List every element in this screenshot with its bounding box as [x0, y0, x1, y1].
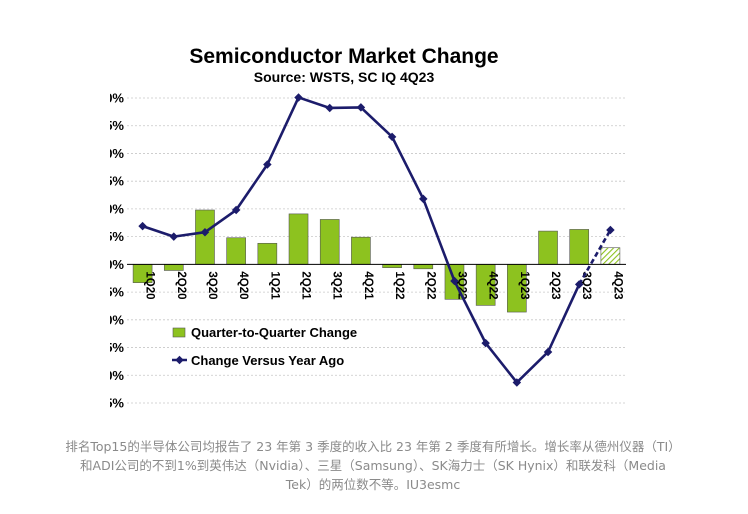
y-tick-label: 30% [110, 91, 124, 106]
x-tick-label: 1Q20 [144, 271, 156, 299]
bar [351, 236, 371, 265]
bar [163, 264, 184, 271]
yoy-marker [138, 221, 147, 231]
yoy-marker [169, 232, 179, 241]
yoy-marker [263, 160, 272, 169]
y-tick-label: -25% [110, 396, 124, 411]
bar [257, 242, 278, 265]
y-tick-label: 25% [110, 118, 124, 133]
yoy-marker [325, 103, 334, 113]
yoy-marker [574, 280, 584, 289]
x-tick-label: 1Q23 [518, 271, 530, 299]
chart-svg: Semiconductor Market Change Source: WSTS… [110, 45, 626, 411]
legend-swatch-bars [172, 327, 186, 338]
legend: Quarter-to-Quarter Change Change Versus … [172, 325, 357, 368]
yoy-marker [543, 347, 553, 357]
x-axis-ticks: 1Q20 2Q20 3Q20 4Q20 1Q21 2Q21 3Q21 4Q21 1Q22 2Q22… [144, 271, 624, 300]
bar [195, 209, 215, 265]
x-tick-label: 3Q21 [331, 271, 343, 300]
yoy-marker [450, 276, 459, 286]
bar-forecast [600, 247, 621, 265]
yoy-marker [512, 378, 522, 387]
legend-swatch-marker [175, 355, 184, 365]
bar [319, 219, 340, 265]
y-tick-label: -20% [110, 368, 124, 383]
caption-line-1: 排名Top15的半导体公司均报告了 23 年第 3 季度的收入比 23 年第 2… [65, 439, 681, 454]
x-tick-label: 3Q23 [580, 271, 592, 299]
y-tick-label: 15% [110, 174, 124, 189]
y-tick-label: -10% [110, 312, 124, 327]
yoy-line-dashed [578, 229, 612, 285]
caption: 排名Top15的半导体公司均报告了 23 年第 3 季度的收入比 23 年第 2… [20, 437, 726, 494]
grid-lines [127, 97, 626, 404]
yoy-marker [387, 132, 397, 142]
x-tick-label: 2Q20 [175, 271, 187, 299]
y-tick-label: 0% [110, 257, 124, 272]
x-tick-label: 1Q21 [268, 271, 280, 300]
x-tick-label: 4Q20 [237, 271, 249, 299]
bar-series [132, 209, 621, 313]
x-tick-label: 4Q21 [362, 271, 374, 300]
bar [569, 229, 590, 265]
bar [226, 237, 246, 265]
bar [413, 264, 434, 270]
chart-subtitle: Source: WSTS, SC IQ 4Q23 [254, 69, 435, 85]
yoy-marker [200, 227, 210, 237]
y-tick-label: 5% [110, 229, 124, 244]
yoy-marker [356, 103, 366, 112]
yoy-marker [481, 338, 490, 348]
x-tick-label: 2Q22 [424, 271, 436, 299]
x-tick-label: 2Q23 [549, 271, 561, 299]
x-tick-label: 1Q22 [393, 271, 405, 299]
line-series [138, 93, 615, 387]
x-tick-label: 3Q20 [206, 271, 218, 299]
y-axis-ticks: 30% 25% 20% 15% 10% 5% 0% -5% -10% -15% -20% -25% [110, 91, 124, 411]
legend-label-line: Change Versus Year Ago [191, 353, 344, 368]
x-tick-label: 4Q23 [611, 271, 623, 299]
x-tick-label: 2Q21 [300, 271, 312, 300]
y-tick-label: 20% [110, 146, 124, 161]
x-tick-label: 4Q22 [487, 271, 499, 299]
bar [538, 230, 558, 265]
chart-figure: Semiconductor Market Change Source: WSTS… [110, 38, 628, 410]
y-tick-label: -15% [110, 340, 124, 355]
caption-line-2: 和ADI公司的不到1%到英伟达（Nvidia）、三星（Samsung）、SK海力… [80, 458, 666, 473]
legend-label-bars: Quarter-to-Quarter Change [191, 325, 357, 340]
y-tick-label: -5% [110, 285, 124, 300]
y-tick-label: 10% [110, 201, 124, 216]
yoy-marker [294, 93, 303, 102]
yoy-marker [231, 205, 241, 215]
caption-line-3: Tek）的两位数不等。IU3esmc [285, 477, 461, 492]
yoy-marker [419, 194, 428, 204]
chart-title: Semiconductor Market Change [189, 45, 498, 68]
x-tick-label: 3Q22 [455, 271, 467, 299]
bar [288, 213, 309, 265]
